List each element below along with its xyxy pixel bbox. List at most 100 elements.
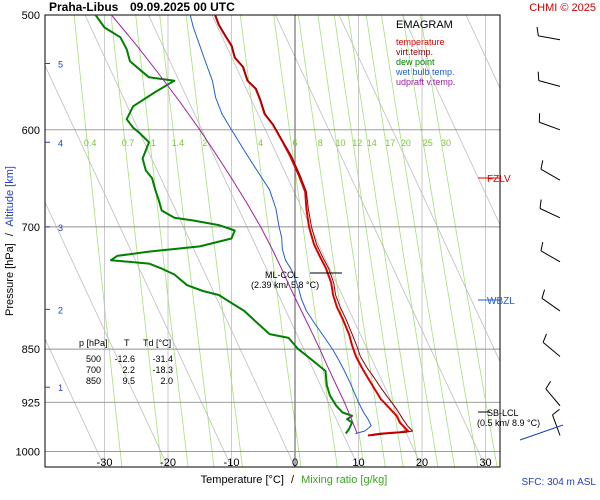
dry-adiabats <box>44 14 501 468</box>
y-axis-separator: / <box>4 232 16 236</box>
dry-adiabat <box>44 338 105 468</box>
mixing-ratio-label: 14 <box>367 138 377 148</box>
mixing-ratio-line <box>185 15 243 467</box>
legend-temperature: temperature <box>396 37 445 47</box>
ml-ccl-detail: (2.39 km/ 5.8 °C) <box>251 280 319 290</box>
wind-barb <box>540 250 561 263</box>
mixing-ratio-label: 30 <box>441 138 451 148</box>
mixing-ratio-line <box>297 15 365 467</box>
table-header-td: Td [°C] <box>143 338 171 348</box>
wind-barb <box>538 35 561 41</box>
y-axis-pressure-label: Pressure [hPa] <box>4 243 16 316</box>
sb-lcl-label: SB-LCL <box>487 408 519 418</box>
mixing-ratio-line <box>420 15 498 467</box>
wind-barb <box>539 121 561 131</box>
wind-barb <box>540 168 561 181</box>
y-tick-label: 600 <box>22 125 40 137</box>
mixing-ratio-label: 20 <box>401 138 411 148</box>
y-tick-label: 1000 <box>16 446 40 458</box>
y-axis-title: Pressure [hPa] / Altitude [km] <box>4 166 16 316</box>
mixing-ratio-line <box>317 15 386 467</box>
altitude-tick-label: 1 <box>58 383 63 393</box>
x-axis-temp-label: Temperature [°C] <box>201 474 284 486</box>
ml-ccl-label: ML-CCL <box>265 270 299 280</box>
y-axis-altitude-label: Altitude [km] <box>4 166 16 227</box>
mixing-ratio-line <box>73 15 123 467</box>
table-row-700-t: 2.2 <box>122 365 135 375</box>
y-tick-label: 500 <box>22 10 40 22</box>
wind-barb-flag <box>545 380 552 390</box>
table-row-500-p: 500 <box>86 354 101 364</box>
wind-barb <box>552 414 561 436</box>
altitude-tick-label: 5 <box>58 59 63 69</box>
mixing-ratio-line <box>365 15 439 467</box>
wind-barb <box>541 297 561 312</box>
mixing-ratio-label: 4 <box>258 138 263 148</box>
mixing-ratio-labels: 0.4 0.7 1 1.4 2 4 6 8 10 12 14 17 20 25 30 <box>84 138 451 148</box>
mixing-ratio-lines <box>73 15 498 467</box>
sounding-datetime: 09.09.2025 00 UTC <box>130 0 235 14</box>
mixing-ratio-label: 6 <box>292 138 297 148</box>
x-axis-mixing-label: Mixing ratio [g/kg] <box>301 474 387 486</box>
altitude-tick-label: 4 <box>58 138 63 148</box>
table-row-850-t: 9.5 <box>122 376 135 386</box>
legend-updraft: udpraft v.temp. <box>396 77 455 87</box>
y-tick-label: 700 <box>22 222 40 234</box>
wind-barb <box>545 388 561 407</box>
x-tick-label: -20 <box>160 457 176 469</box>
dry-adiabat <box>402 14 501 226</box>
legend-wet-bulb: wet bulb temp. <box>395 67 455 77</box>
sounding-table: p [hPa] T Td [°C] 500 -12.6 -31.4 700 2.… <box>79 338 173 386</box>
station-name: Praha-Libus <box>49 0 119 14</box>
plot-frame <box>44 14 501 468</box>
mixing-ratio-label: 1 <box>151 138 156 148</box>
wbzl-label: WBZL <box>487 296 515 307</box>
dry-adiabat <box>148 14 359 468</box>
wind-barb-flag <box>541 289 546 299</box>
dry-adiabat <box>338 14 501 362</box>
table-row-500-t: -12.6 <box>114 354 135 364</box>
series-virt-temp <box>215 15 413 436</box>
x-axis-separator: / <box>291 474 295 486</box>
mixing-ratio-line <box>159 15 215 467</box>
mixing-ratio-line <box>381 15 456 467</box>
x-tick-label: 20 <box>416 457 428 469</box>
wind-barbs <box>536 26 561 436</box>
wind-barb-flag <box>542 333 547 343</box>
mixing-ratio-line <box>402 15 479 467</box>
series-lines <box>94 15 413 437</box>
wind-barb-flag <box>539 199 542 209</box>
surface-elevation: SFC: 304 m ASL <box>522 477 597 488</box>
x-tick-label: -30 <box>97 457 113 469</box>
wind-barb <box>542 341 561 357</box>
x-tick-label: 0 <box>292 457 298 469</box>
table-header-t: T <box>124 338 130 348</box>
mixing-ratio-line <box>347 15 419 467</box>
table-row-850-td: 2.0 <box>160 376 173 386</box>
mixing-ratio-line <box>273 15 338 467</box>
credit: CHMI © 2025 <box>529 2 596 14</box>
table-row-700-td: -18.3 <box>152 365 173 375</box>
series-wet-bulb-temp <box>189 15 372 435</box>
legend-title: EMAGRAM <box>396 19 453 31</box>
mixing-ratio-line <box>239 15 302 467</box>
dry-adiabat <box>84 14 296 468</box>
surface-wind-arrow <box>519 424 564 441</box>
altitude-tick-label: 2 <box>58 305 63 315</box>
fzlv-label: FZLV <box>487 174 511 185</box>
mixing-ratio-line <box>135 15 189 467</box>
mixing-ratio-label: 25 <box>423 138 433 148</box>
dry-adiabat <box>44 202 169 468</box>
y-tick-label: 850 <box>22 344 40 356</box>
mixing-ratio-label: 0.7 <box>122 138 135 148</box>
dry-adiabat <box>465 14 501 89</box>
mixing-ratio-line <box>110 15 162 467</box>
table-row-700-p: 700 <box>86 365 101 375</box>
dry-adiabat <box>44 65 232 468</box>
mixing-ratio-label: 10 <box>335 138 345 148</box>
x-tick-label: 30 <box>479 457 491 469</box>
x-tick-label: 10 <box>352 457 364 469</box>
wind-barb <box>538 80 561 87</box>
